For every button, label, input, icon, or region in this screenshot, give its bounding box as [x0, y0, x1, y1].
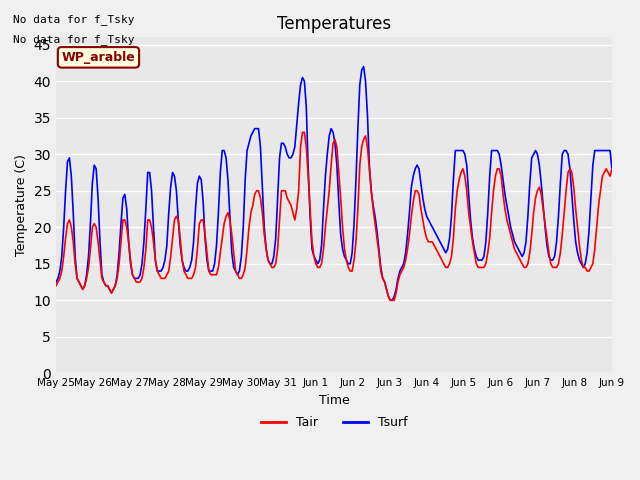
Tsurf: [241, 177, 249, 183]
Tsurf: [339, 246, 346, 252]
Line: Tsurf: Tsurf: [56, 67, 612, 300]
Legend: Tair, Tsurf: Tair, Tsurf: [255, 411, 412, 434]
Title: Temperatures: Temperatures: [277, 15, 391, 33]
Tsurf: [602, 148, 610, 154]
Tair: [608, 166, 616, 172]
Tair: [199, 217, 207, 223]
Tsurf: [387, 298, 394, 303]
Text: No data for f_Tsky: No data for f_Tsky: [13, 34, 134, 45]
Tsurf: [199, 199, 207, 204]
Tsurf: [195, 173, 203, 179]
Tair: [195, 221, 203, 227]
Tair: [373, 235, 381, 241]
Text: No data for f_Tsky: No data for f_Tsky: [13, 14, 134, 25]
X-axis label: Time: Time: [319, 394, 349, 407]
Line: Tair: Tair: [56, 132, 612, 300]
Tair: [299, 130, 307, 135]
Tair: [602, 166, 610, 172]
Tair: [52, 283, 60, 288]
Tsurf: [52, 279, 60, 285]
Tair: [340, 246, 348, 252]
Tsurf: [360, 64, 367, 70]
Y-axis label: Temperature (C): Temperature (C): [15, 155, 28, 256]
Tair: [387, 298, 394, 303]
Tsurf: [608, 166, 616, 172]
Text: WP_arable: WP_arable: [61, 51, 135, 64]
Tsurf: [373, 228, 381, 234]
Tair: [241, 264, 249, 270]
